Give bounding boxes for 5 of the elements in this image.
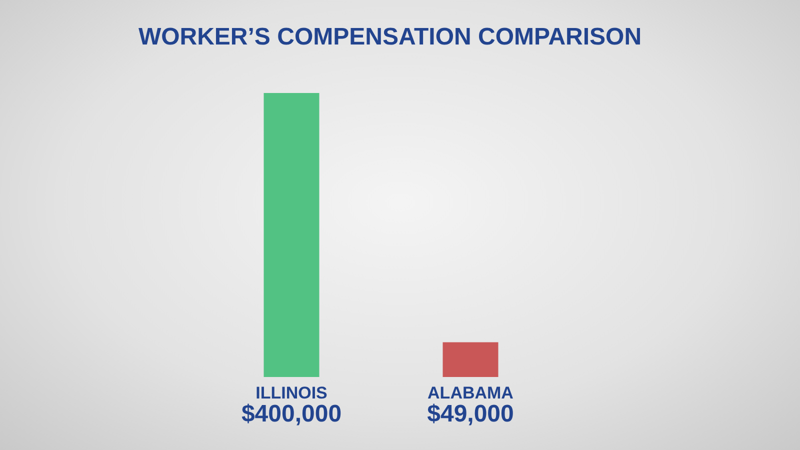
x-tick-label: ILLINOIS [256,384,328,403]
x-tick-label: ALABAMA [428,384,514,403]
chart-title: WORKER’S COMPENSATION COMPARISON [138,24,642,51]
data-label: $49,000 [427,400,514,428]
data-label: $400,000 [241,400,342,428]
